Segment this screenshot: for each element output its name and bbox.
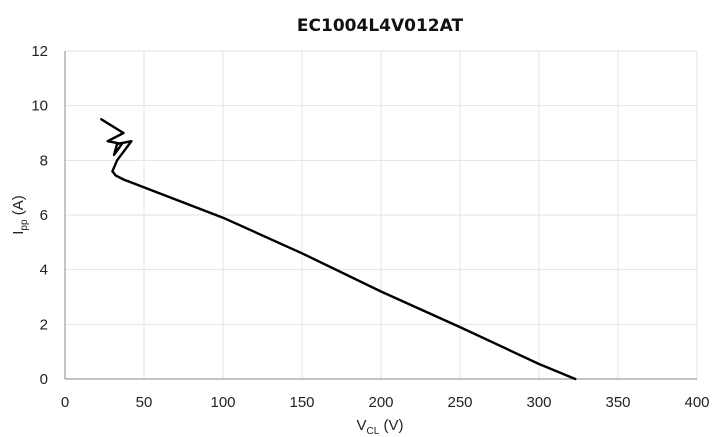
y-axis-title-sub: pp xyxy=(19,219,30,231)
x-tick-label: 0 xyxy=(61,394,69,411)
axes xyxy=(64,51,697,380)
y-axis-title-unit: (A) xyxy=(10,195,27,219)
series-lines xyxy=(100,118,577,381)
x-tick-label: 250 xyxy=(447,394,472,411)
y-tick-label: 10 xyxy=(31,98,48,115)
x-tick-label: 200 xyxy=(368,394,393,411)
y-axis-title-main: I xyxy=(10,231,27,235)
x-axis-title: VCL (V) xyxy=(357,417,404,437)
y-tick-label: 0 xyxy=(40,371,48,388)
chart-title: EC1004L4V012AT xyxy=(297,16,464,36)
y-tick-label: 2 xyxy=(40,316,48,333)
x-tick-label: 150 xyxy=(289,394,314,411)
x-axis-title-sub: CL xyxy=(367,426,380,437)
y-axis-title: Ipp (A) xyxy=(10,195,30,234)
y-tick-labels: 0 2 4 6 8 10 12 xyxy=(31,43,48,388)
y-tick-label: 12 xyxy=(31,43,48,60)
x-axis-title-main: V xyxy=(357,417,367,434)
x-tick-labels: 0 50 100 150 200 250 300 350 400 xyxy=(61,394,710,411)
x-axis-title-unit: (V) xyxy=(379,417,403,434)
x-tick-label: 300 xyxy=(526,394,551,411)
series-line xyxy=(100,118,577,381)
x-tick-label: 100 xyxy=(210,394,235,411)
x-tick-label: 350 xyxy=(605,394,630,411)
y-tick-label: 4 xyxy=(40,262,48,279)
x-tick-label: 400 xyxy=(684,394,709,411)
x-tick-label: 50 xyxy=(136,394,153,411)
y-tick-label: 6 xyxy=(40,207,48,224)
y-tick-label: 8 xyxy=(40,152,48,169)
